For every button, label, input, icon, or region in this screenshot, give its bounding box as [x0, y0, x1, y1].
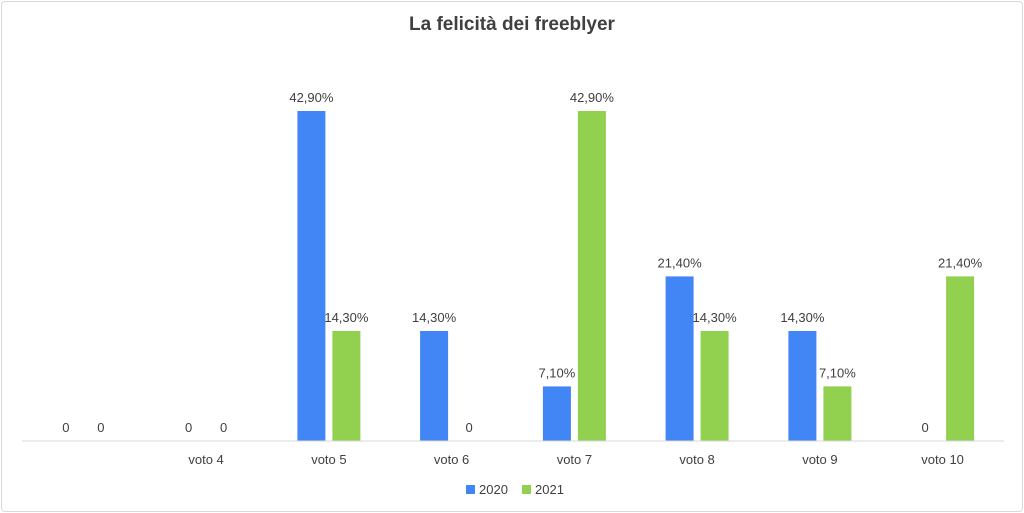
data-label-2021-5: 14,30% [693, 310, 738, 325]
legend: 2020 2021 [466, 482, 564, 497]
data-label-2021-4: 42,90% [570, 90, 615, 105]
x-tick-label-2: voto 5 [311, 452, 346, 467]
legend-label-2020: 2020 [479, 482, 508, 497]
bar-2020-5 [665, 276, 694, 441]
x-tick-label-7: voto 10 [921, 452, 964, 467]
data-label-2020-0: 0 [62, 420, 69, 435]
x-tick-label-3: voto 6 [434, 452, 469, 467]
x-tick-label-5: voto 8 [679, 452, 714, 467]
data-label-2020-5: 21,40% [658, 255, 703, 270]
x-tick-label-6: voto 9 [802, 452, 837, 467]
bar-2020-2 [297, 111, 326, 441]
legend-swatch-2020 [466, 485, 475, 494]
chart-title: La felicità dei freeblyer [409, 14, 615, 35]
bars-layer [297, 111, 975, 441]
data-label-2021-1: 0 [220, 420, 227, 435]
data-label-2021-6: 7,10% [819, 365, 856, 380]
bar-2021-7 [946, 276, 975, 441]
bar-2020-4 [542, 386, 571, 441]
bar-2021-6 [823, 386, 852, 441]
bar-2021-4 [577, 111, 606, 441]
data-label-2021-0: 0 [97, 420, 104, 435]
data-label-2021-3: 0 [465, 420, 472, 435]
data-label-2020-2: 42,90% [289, 90, 334, 105]
x-tick-label-4: voto 7 [557, 452, 592, 467]
data-label-2020-1: 0 [185, 420, 192, 435]
data-label-2021-2: 14,30% [324, 310, 369, 325]
bar-2020-3 [420, 331, 449, 441]
bar-2021-2 [332, 331, 361, 441]
data-label-2020-4: 7,10% [538, 365, 575, 380]
data-label-2020-6: 14,30% [780, 310, 825, 325]
data-label-2021-7: 21,40% [938, 255, 983, 270]
data-label-2020-7: 0 [921, 420, 928, 435]
bar-2021-5 [700, 331, 729, 441]
legend-swatch-2021 [522, 485, 531, 494]
legend-label-2021: 2021 [535, 482, 564, 497]
bar-2020-6 [788, 331, 817, 441]
data-labels-layer: 0 0 0 0 42,90% 14,30% 14,30% 0 7,10% 42,90% 21,40%… [62, 90, 982, 435]
data-label-2020-3: 14,30% [412, 310, 457, 325]
x-tick-label-1: voto 4 [188, 452, 223, 467]
x-tick-labels-layer: voto 4 voto 5 voto 6 voto 7 voto 8 voto 9 voto… [188, 452, 964, 467]
